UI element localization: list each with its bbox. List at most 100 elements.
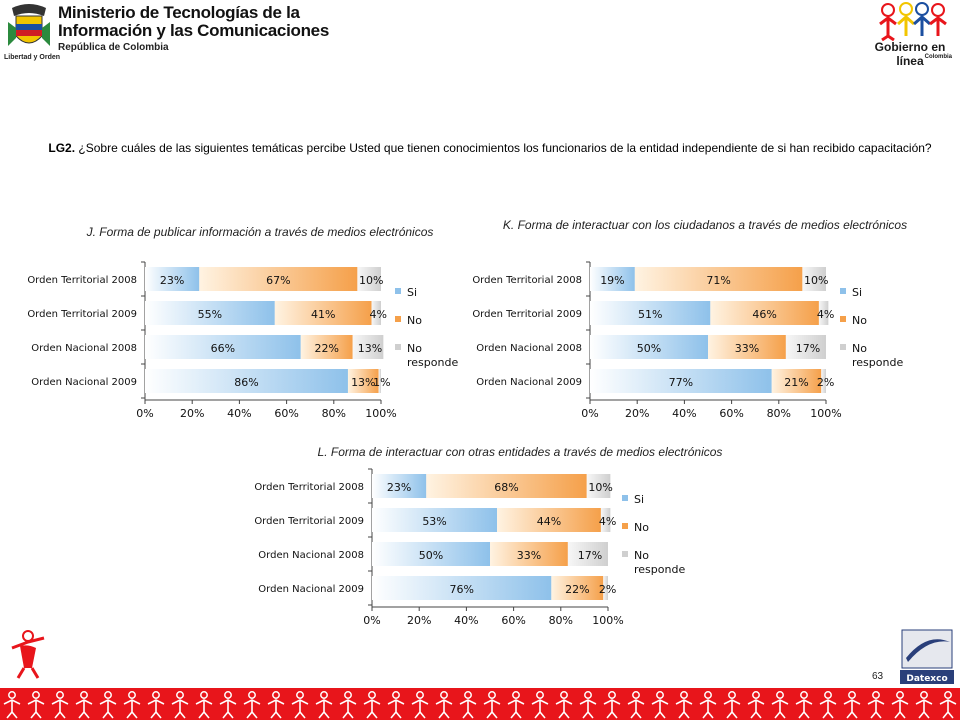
data-label: 10%: [359, 274, 383, 287]
x-tick-label: 60%: [719, 407, 743, 420]
bar-nr: [357, 267, 381, 291]
bar-si: [590, 267, 635, 291]
bar-no: [274, 301, 372, 325]
bar-nr: [802, 267, 826, 291]
legend-label: No responde: [852, 342, 903, 369]
bar-nr: [352, 335, 384, 359]
legend-swatch: [840, 344, 846, 350]
bar-nr: [600, 508, 611, 532]
ministry-country: República de Colombia: [58, 42, 169, 53]
data-label: 50%: [637, 342, 661, 355]
x-tick-label: 40%: [672, 407, 696, 420]
datexco-logo: Datexco: [900, 629, 954, 684]
data-label: 68%: [494, 481, 518, 494]
legend-label: No responde: [634, 549, 685, 576]
x-tick-label: 0%: [581, 407, 598, 420]
data-label: 53%: [422, 515, 446, 528]
data-label: 67%: [266, 274, 290, 287]
bar-nr: [785, 335, 826, 359]
bar-si: [372, 508, 498, 532]
legend-label: No: [852, 314, 867, 327]
x-tick-label: 20%: [180, 407, 204, 420]
legend-label: No: [407, 314, 422, 327]
legend-swatch: [622, 523, 628, 529]
data-label: 1%: [373, 376, 390, 389]
bar-no: [497, 508, 601, 532]
data-label: 13%: [351, 376, 375, 389]
data-label: 13%: [358, 342, 382, 355]
data-label: 10%: [588, 481, 612, 494]
category-label: Orden Nacional 2008: [31, 343, 137, 354]
category-label: Orden Territorial 2009: [254, 516, 364, 527]
data-label: 23%: [160, 274, 184, 287]
data-label: 21%: [784, 376, 808, 389]
bar-si: [590, 335, 708, 359]
question-body: ¿Sobre cuáles de las siguientes temática…: [78, 141, 932, 155]
category-label: Orden Nacional 2008: [258, 550, 364, 561]
data-label: 51%: [638, 308, 662, 321]
data-label: 76%: [449, 583, 473, 596]
motto-text: Libertad y Orden: [4, 54, 61, 61]
x-tick-label: 20%: [407, 614, 431, 627]
data-label: 4%: [370, 308, 387, 321]
coat-of-arms-logo: [8, 4, 50, 46]
x-tick-label: 100%: [365, 407, 396, 420]
bar-nr: [567, 542, 608, 566]
legend-swatch: [622, 495, 628, 501]
bar-si: [372, 474, 427, 498]
data-label: 33%: [735, 342, 759, 355]
bar-nr: [378, 369, 381, 393]
category-label: Orden Nacional 2008: [476, 343, 582, 354]
data-label: 17%: [796, 342, 820, 355]
data-label: 71%: [706, 274, 730, 287]
bar-si: [145, 369, 348, 393]
data-label: 4%: [817, 308, 834, 321]
category-label: Orden Territorial 2008: [472, 275, 582, 286]
bar-nr: [821, 369, 826, 393]
data-label: 33%: [517, 549, 541, 562]
x-tick-label: 80%: [549, 614, 573, 627]
x-tick-label: 80%: [767, 407, 791, 420]
data-label: 17%: [578, 549, 602, 562]
gobierno-en-linea-logo: [879, 2, 947, 42]
person-mascot-icon: [11, 630, 45, 679]
bar-si: [590, 301, 711, 325]
x-tick-label: 0%: [136, 407, 153, 420]
category-label: Orden Territorial 2008: [254, 482, 364, 493]
category-label: Orden Territorial 2009: [472, 309, 582, 320]
datexco-logo-text: Datexco: [906, 674, 947, 684]
bar-nr: [818, 301, 829, 325]
bar-si: [145, 335, 301, 359]
legend-label: Si: [407, 286, 417, 299]
x-tick-label: 60%: [501, 614, 525, 627]
question-text: LG2. ¿Sobre cuáles de las siguientes tem…: [40, 140, 940, 157]
bar-si: [590, 369, 772, 393]
x-tick-label: 100%: [592, 614, 623, 627]
data-label: 2%: [599, 583, 616, 596]
x-tick-label: 40%: [227, 407, 251, 420]
bar-si: [145, 301, 275, 325]
data-label: 2%: [817, 376, 834, 389]
data-label: 66%: [211, 342, 235, 355]
data-label: 46%: [752, 308, 776, 321]
data-label: 55%: [198, 308, 222, 321]
category-label: Orden Nacional 2009: [258, 584, 364, 595]
x-tick-label: 20%: [625, 407, 649, 420]
legend-label: Si: [852, 286, 862, 299]
x-tick-label: 40%: [454, 614, 478, 627]
gel-country-text: Colombia: [924, 54, 952, 60]
data-label: 86%: [234, 376, 258, 389]
legend-swatch: [395, 316, 401, 322]
bar-no: [710, 301, 819, 325]
data-label: 19%: [600, 274, 624, 287]
bar-no: [551, 576, 604, 600]
x-tick-label: 60%: [274, 407, 298, 420]
bar-nr: [586, 474, 611, 498]
ministry-line-1: Ministerio de Tecnologías de la: [58, 3, 300, 22]
bar-no: [490, 542, 568, 566]
bar-no: [708, 335, 786, 359]
footer-people-pattern: [0, 688, 960, 720]
bar-si: [372, 542, 490, 566]
legend-swatch: [840, 288, 846, 294]
legend-label: No: [634, 521, 649, 534]
